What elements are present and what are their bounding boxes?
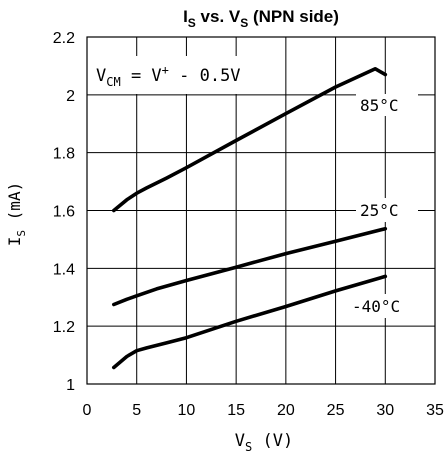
x-tick-label: 30 xyxy=(376,402,394,419)
series-layer xyxy=(112,67,388,370)
series-line-minus40c xyxy=(112,274,388,370)
x-tick-label: 20 xyxy=(277,402,295,419)
label-bg-minus40 xyxy=(348,294,418,318)
series-line-25c xyxy=(112,226,388,307)
x-tick-label: 15 xyxy=(227,402,245,419)
x-axis-label: VS (V) xyxy=(235,431,293,454)
y-tick-label: 2.2 xyxy=(53,30,75,47)
y-tick-label: 2 xyxy=(66,88,75,105)
y-axis-label: IS (mA) xyxy=(5,182,28,246)
plot-frame xyxy=(86,36,436,385)
series-line-85c xyxy=(112,67,388,213)
series-labels: 85°C 25°C -40°C xyxy=(348,94,418,318)
label-bg-25 xyxy=(356,198,418,222)
annotation-box-group: VCM = V+ - 0.5V xyxy=(92,56,278,94)
x-tick-label: 0 xyxy=(83,402,92,419)
y-tick-labels: 1 1.2 1.4 1.6 1.8 2 2.2 xyxy=(53,30,75,394)
y-tick-label: 1.2 xyxy=(53,319,75,336)
series-label-85c: 85°C xyxy=(360,96,399,115)
x-tick-labels: 0 5 10 15 20 25 30 35 xyxy=(83,402,444,419)
x-tick-label: 25 xyxy=(327,402,345,419)
y-tick-label: 1.4 xyxy=(53,261,75,278)
y-tick-label: 1.6 xyxy=(53,204,75,221)
x-tick-label: 5 xyxy=(132,402,141,419)
y-tick-label: 1 xyxy=(66,377,75,394)
annotation-box xyxy=(92,56,278,94)
x-tick-label: 35 xyxy=(426,402,444,419)
label-bg-85 xyxy=(356,94,418,116)
annotation-text: VCM = V+ - 0.5V xyxy=(96,63,241,89)
chart-title: IS vs. VS (NPN side) xyxy=(183,7,339,30)
series-label-minus40c: -40°C xyxy=(352,297,400,316)
series-label-25c: 25°C xyxy=(360,201,399,220)
x-tick-label: 10 xyxy=(178,402,196,419)
y-tick-label: 1.8 xyxy=(53,146,75,163)
